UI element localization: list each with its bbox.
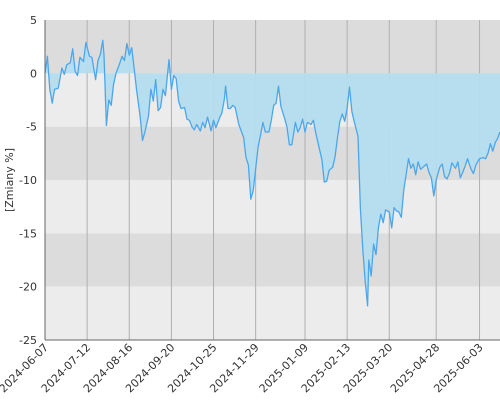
- y-tick-label: 5: [30, 14, 37, 27]
- band: [45, 20, 500, 74]
- series-area: [45, 40, 500, 306]
- band: [45, 233, 500, 287]
- x-axis-ticks: 2024-06-072024-07-122024-08-162024-09-20…: [0, 341, 486, 395]
- y-axis-label: [Zmiany %]: [3, 148, 16, 212]
- y-tick-label: -25: [19, 334, 37, 347]
- y-axis-ticks: 5 0 -5 -10 -15 -20 -25: [19, 14, 37, 347]
- y-tick-label: -20: [19, 281, 37, 294]
- y-tick-label: -10: [19, 174, 37, 187]
- y-tick-label: -15: [19, 227, 37, 240]
- band: [45, 180, 500, 234]
- chart-axes: [44, 20, 500, 341]
- series-line: [44, 39, 500, 307]
- y-tick-label: -5: [26, 121, 37, 134]
- chart-series: [44, 39, 500, 307]
- y-tick-label: 0: [30, 67, 37, 80]
- band: [45, 286, 500, 340]
